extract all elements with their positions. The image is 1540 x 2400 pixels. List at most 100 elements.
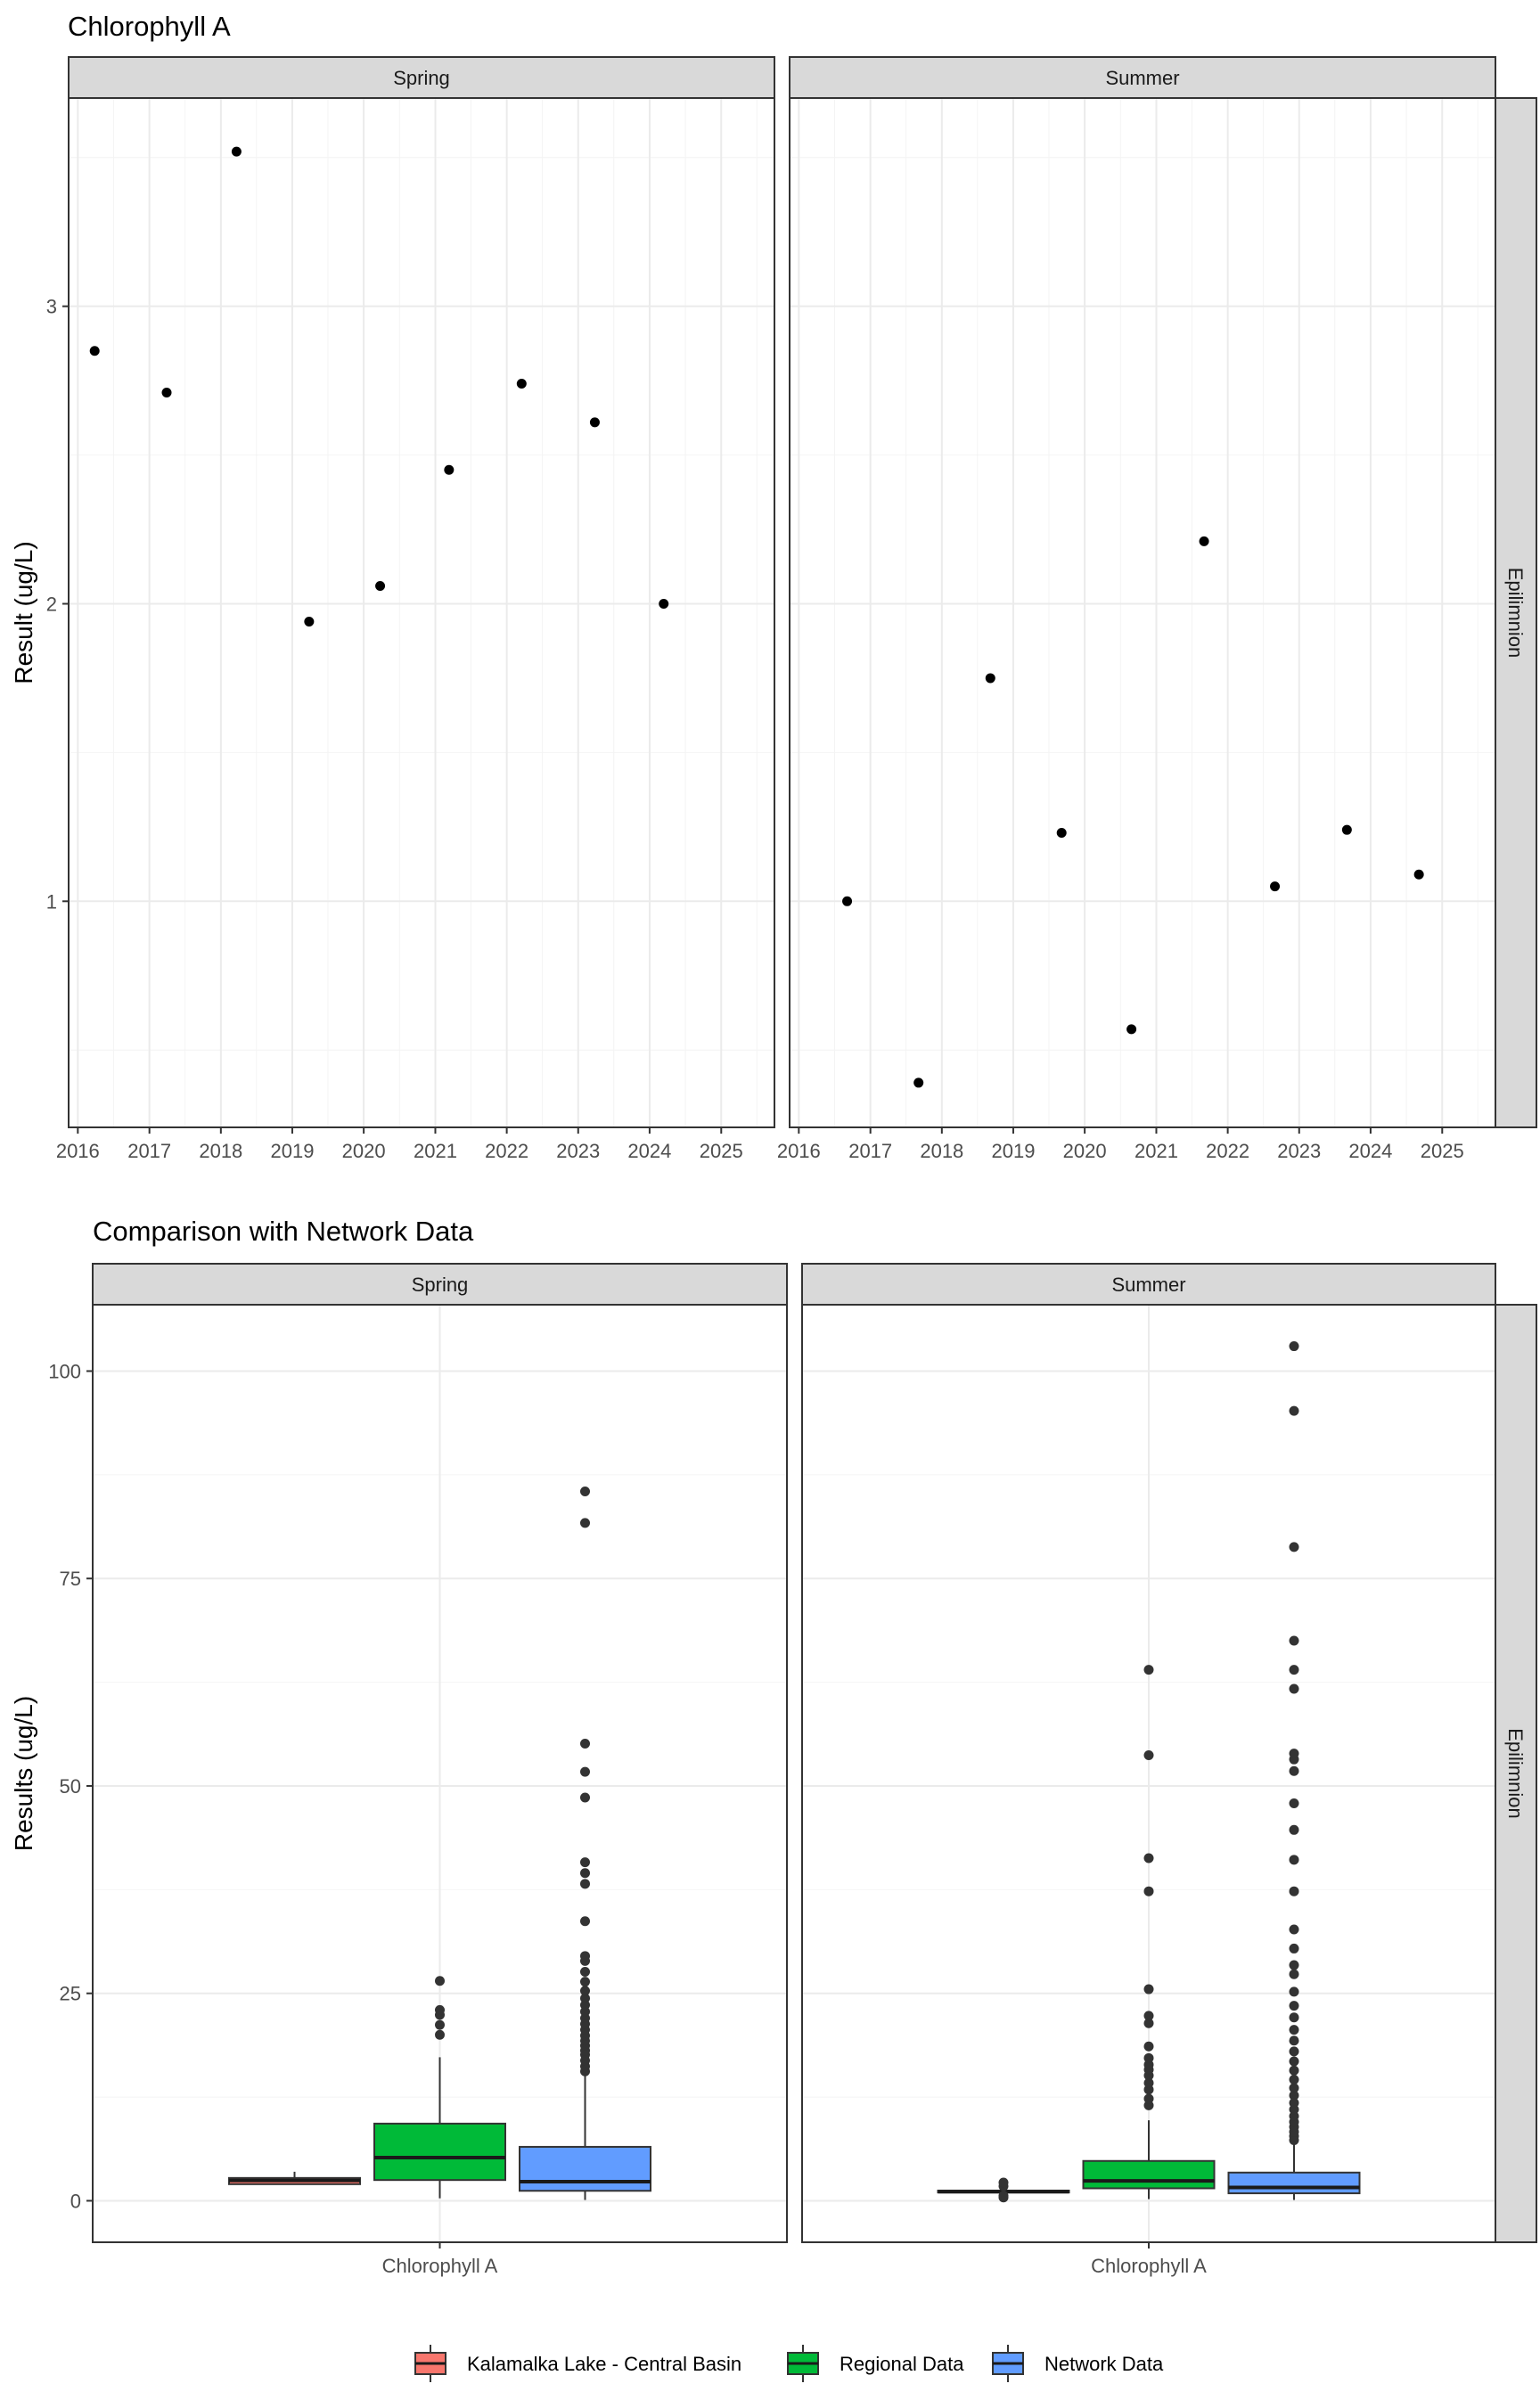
chart1-x-tick-label: 2016	[56, 1140, 100, 1162]
chart1-x-tick-label: 2018	[199, 1140, 242, 1162]
chart1-point-spring-3	[304, 617, 315, 627]
chart2-outlier-27	[1289, 1765, 1299, 1776]
chart2-outlier-18	[1289, 1986, 1299, 1997]
chart2-box-spring-regional-data	[373, 1976, 506, 2199]
chart2-strip-spring	[92, 1263, 788, 1306]
chart1-x-tick-label: 2017	[848, 1140, 892, 1162]
chart2-outlier-19	[580, 1916, 590, 1927]
chart2-outlier-35	[1289, 1341, 1299, 1352]
chart1-x-tick-label: 2016	[777, 1140, 821, 1162]
chart1-x-tick-label: 2023	[556, 1140, 600, 1162]
chart2-outlier-21	[1289, 1943, 1299, 1954]
chart2-y-axis-label: Results (ug/L)	[10, 1696, 37, 1851]
chart2-outlier-1	[998, 2191, 1009, 2201]
chart1-point-summer-2	[985, 673, 995, 684]
chart2-outlier-8	[1143, 2041, 1154, 2052]
chart2-outlier-13	[1143, 1853, 1154, 1863]
chart2-outlier-1	[435, 2019, 445, 2030]
chart2-outlier-7	[1289, 2098, 1299, 2109]
chart2-outlier-33	[1289, 1542, 1299, 1552]
chart2-outlier-12	[1143, 1886, 1154, 1896]
chart1-x-tick-label: 2017	[127, 1140, 171, 1162]
chart2-outlier-3	[998, 2177, 1009, 2188]
chart1-point-summer-3	[1056, 828, 1067, 839]
chart1-strip-summer	[789, 56, 1496, 99]
chart2-legend: Kalamalka Lake - Central Basin Regional D…	[414, 2345, 1164, 2382]
chart1-x-tick-label: 2022	[485, 1140, 528, 1162]
chart1-point-summer-5	[1199, 536, 1209, 546]
chart2-outlier-15	[1289, 2025, 1299, 2035]
chart2-outlier-29	[1289, 1749, 1299, 1759]
chart1-x-tick-label: 2019	[270, 1140, 314, 1162]
legend-label: Regional Data	[840, 2353, 964, 2375]
chart1-point-spring-4	[375, 580, 386, 591]
chart2-outlier-13	[1289, 2046, 1299, 2057]
chart2-panel-summer: Summer Chlorophyll A	[801, 1263, 1496, 2277]
chart1-point-spring-1	[161, 387, 172, 397]
chart1-point-summer-8	[1413, 869, 1424, 880]
chart1-point-spring-8	[659, 598, 669, 609]
chart1-point-spring-0	[89, 346, 100, 356]
legend-label: Network Data	[1044, 2353, 1164, 2375]
chart2-box-spring-network-data	[519, 1486, 651, 2200]
chart1-strip-label: Spring	[393, 67, 450, 89]
chart2-outlier-11	[1143, 1984, 1154, 1995]
chart2-y-tick-label: 100	[48, 1360, 81, 1382]
chart2-y-tick-label: 50	[60, 1775, 81, 1798]
chart2-outlier-34	[1289, 1405, 1299, 1416]
chart2-outlier-4	[435, 1976, 445, 1986]
chart2-box-summer-kalamalka-lake-central-basin	[937, 2177, 1070, 2203]
chart1-y-tick-label: 1	[46, 890, 57, 913]
chart1-x-tick-label: 2021	[414, 1140, 457, 1162]
chart2-y-tick-label: 25	[60, 1983, 81, 2005]
chart2-x-tick-label: Chlorophyll A	[382, 2255, 498, 2277]
chart2-outlier-25	[580, 1738, 590, 1749]
chart2-y-tick-label: 75	[60, 1568, 81, 1590]
chart2-strip-label: Summer	[1111, 1274, 1185, 1296]
chart1-point-spring-5	[444, 464, 455, 475]
chart2-outlier-26	[1289, 1798, 1299, 1809]
chart2-outlier-13	[580, 1993, 590, 2003]
chart2-outlier-15	[1143, 1665, 1154, 1675]
chart2-outlier-16	[1289, 2012, 1299, 2023]
chart2-strip-label: Spring	[412, 1274, 469, 1296]
chart2-outlier-24	[1289, 1855, 1299, 1865]
chart2-outlier-7	[1143, 2052, 1154, 2063]
chart1-x-tick-label: 2024	[1348, 1140, 1392, 1162]
legend-item-1: Regional Data	[787, 2345, 964, 2382]
chart2-box-rect	[1227, 2171, 1361, 2195]
chart2-box-rect	[1082, 2159, 1216, 2190]
chart2-box-rect	[373, 2122, 506, 2182]
chart2-x-tick-label: Chlorophyll A	[1091, 2255, 1207, 2277]
legend-item-2: Network Data	[992, 2345, 1164, 2382]
chart2-outlier-20	[580, 1879, 590, 1889]
chart1-point-spring-2	[231, 146, 242, 157]
chart1-point-spring-6	[516, 378, 527, 389]
chart1-x-tick-label: 2019	[991, 1140, 1035, 1162]
chart2-outlier-27	[580, 1486, 590, 1496]
chart1-x-tick-label: 2022	[1206, 1140, 1249, 1162]
chart2-outlier-22	[580, 1857, 590, 1868]
chart1-x-tick-label: 2018	[920, 1140, 963, 1162]
chart1-y-tick-label: 2	[46, 593, 57, 615]
chart2-outlier-23	[580, 1792, 590, 1803]
chart2-strip-right-label: Epilimnion	[1504, 1728, 1527, 1819]
chart2-outlier-26	[580, 1518, 590, 1528]
chart2-outlier-21	[580, 1868, 590, 1879]
chart2-outlier-9	[1289, 2083, 1299, 2093]
chart2-outlier-25	[1289, 1824, 1299, 1835]
chart2-outlier-32	[1289, 1635, 1299, 1646]
chart1-strip-right	[1495, 97, 1537, 1128]
chart1-y-axis-label: Result (ug/L)	[10, 541, 37, 684]
chart2-outlier-18	[580, 1951, 590, 1962]
chart2-strip-right	[1495, 1304, 1537, 2243]
chart2-outlier-16	[580, 1967, 590, 1978]
chart1-point-summer-0	[842, 896, 853, 906]
chart2-outlier-8	[1289, 2090, 1299, 2101]
chart1-point-spring-7	[589, 417, 600, 428]
chart2-outlier-19	[1289, 1969, 1299, 1979]
chart1-x-tick-label: 2020	[1063, 1140, 1107, 1162]
chart2-box-rect	[519, 2145, 651, 2192]
legend-item-0: Kalamalka Lake - Central Basin	[414, 2345, 741, 2382]
